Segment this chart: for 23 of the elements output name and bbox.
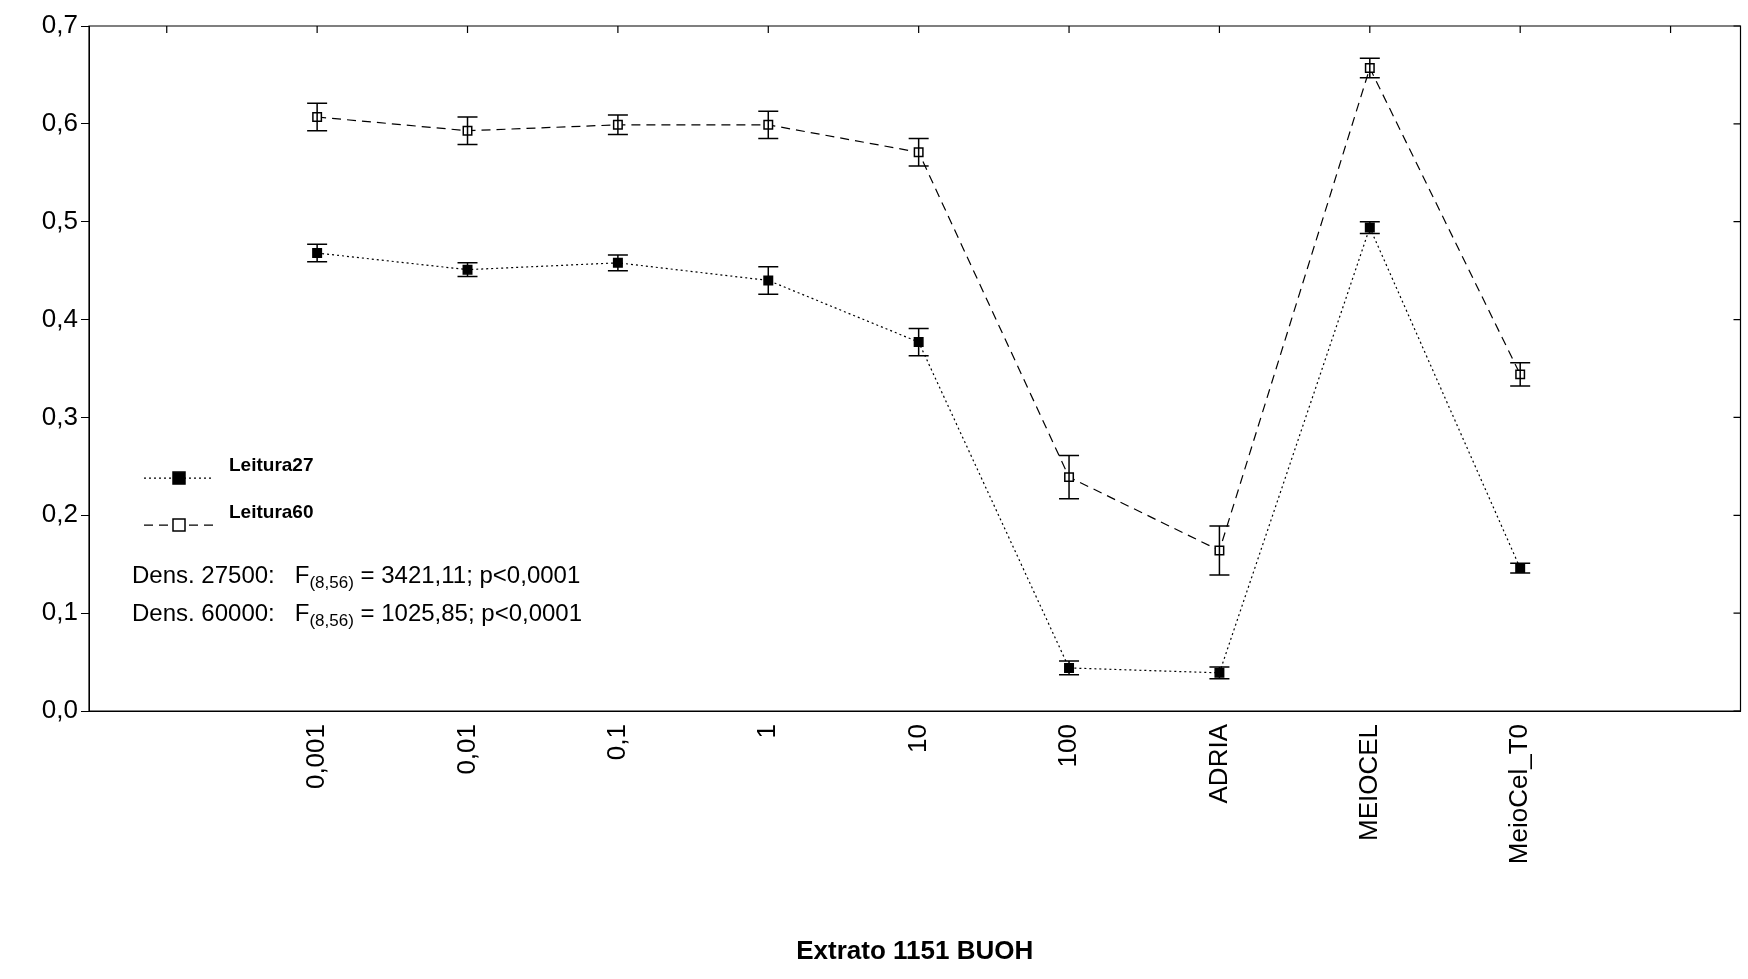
y-tick-label: 0,0: [41, 694, 78, 725]
y-tick-label: 0,5: [41, 204, 78, 235]
x-tick-label: 100: [1052, 724, 1083, 768]
y-tick-label: 0,7: [41, 9, 78, 40]
point: [1214, 667, 1225, 678]
x-tick-label: 0,001: [300, 724, 331, 790]
point: [913, 337, 924, 348]
y-tick-label: 0,3: [41, 400, 78, 431]
y-tick-label: 0,6: [41, 107, 78, 138]
legend-label: Leitura27: [229, 454, 314, 476]
x-axis-title: Extrato 1151 BUOH: [796, 934, 1034, 965]
y-tick-label: 0,1: [41, 596, 78, 627]
y-tick-label: 0,4: [41, 302, 78, 333]
y-tick-label: 0,2: [41, 498, 78, 529]
x-tick-label: MEIOCEL: [1352, 724, 1383, 842]
point: [763, 275, 774, 286]
x-tick-label: 10: [901, 724, 932, 753]
x-tick-label: 1: [751, 724, 782, 739]
x-tick-label: ADRIA: [1202, 723, 1233, 804]
legend-label: Leitura60: [229, 501, 314, 523]
x-tick-label: 0,1: [601, 724, 632, 761]
x-tick-label: 0,01: [450, 724, 481, 775]
x-tick-label: MeioCel_T0: [1503, 724, 1534, 865]
